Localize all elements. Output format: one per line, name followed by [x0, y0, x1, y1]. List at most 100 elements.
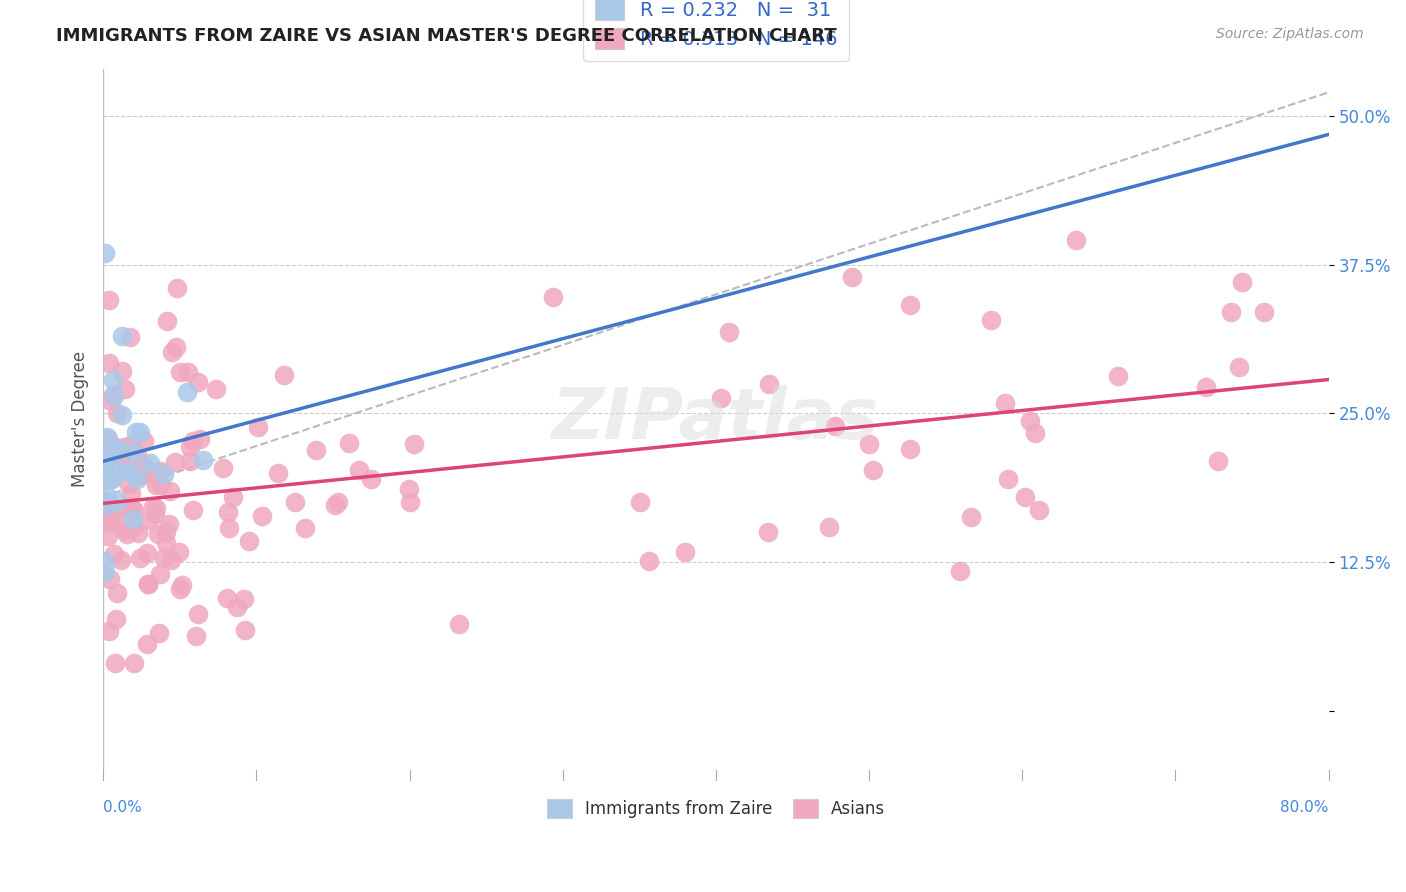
Point: [398, 483, 420, 497]
Point: [96, 512, 118, 526]
Point: [1227, 359, 1250, 374]
Point: [717, 325, 740, 339]
Point: [98, 498, 121, 512]
Point: [114, 501, 136, 516]
Point: [159, 484, 181, 499]
Point: [543, 290, 565, 304]
Point: [758, 376, 780, 391]
Point: [238, 533, 260, 548]
Point: [191, 453, 214, 467]
Point: [127, 526, 149, 541]
Point: [337, 436, 360, 450]
Point: [226, 599, 249, 614]
Point: [135, 637, 157, 651]
Point: [1195, 380, 1218, 394]
Point: [103, 547, 125, 561]
Point: [160, 553, 183, 567]
Point: [100, 472, 122, 486]
Point: [98, 572, 121, 586]
Point: [93, 505, 115, 519]
Point: [115, 527, 138, 541]
Point: [132, 434, 155, 448]
Point: [105, 585, 128, 599]
Point: [638, 554, 661, 568]
Point: [112, 523, 135, 537]
Point: [97, 624, 120, 639]
Point: [139, 456, 162, 470]
Point: [105, 406, 128, 420]
Point: [112, 464, 135, 478]
Y-axis label: Master's Degree: Master's Degree: [72, 351, 89, 487]
Point: [98, 502, 121, 516]
Point: [1230, 276, 1253, 290]
Point: [153, 467, 176, 481]
Point: [93, 554, 115, 568]
Point: [138, 512, 160, 526]
Point: [93, 494, 115, 508]
Point: [149, 566, 172, 581]
Point: [94, 453, 117, 467]
Point: [233, 623, 256, 637]
Point: [101, 374, 124, 388]
Point: [294, 521, 316, 535]
Point: [150, 478, 173, 492]
Point: [447, 616, 470, 631]
Point: [1206, 454, 1229, 468]
Point: [142, 500, 165, 515]
Point: [233, 592, 256, 607]
Point: [122, 503, 145, 517]
Point: [103, 389, 125, 403]
Point: [96, 430, 118, 444]
Point: [104, 612, 127, 626]
Point: [101, 470, 124, 484]
Point: [187, 607, 209, 621]
Text: ZIPatlas: ZIPatlas: [553, 384, 880, 454]
Point: [156, 314, 179, 328]
Point: [217, 591, 239, 606]
Point: [218, 520, 240, 534]
Point: [129, 550, 152, 565]
Point: [141, 467, 163, 482]
Point: [273, 368, 295, 383]
Point: [181, 434, 204, 448]
Point: [136, 577, 159, 591]
Point: [1028, 503, 1050, 517]
Point: [1220, 305, 1243, 319]
Point: [131, 468, 153, 483]
Point: [98, 293, 121, 307]
Point: [898, 442, 921, 457]
Point: [121, 437, 143, 451]
Point: [1107, 369, 1129, 384]
Point: [110, 408, 132, 422]
Point: [166, 280, 188, 294]
Point: [143, 507, 166, 521]
Point: [103, 438, 125, 452]
Point: [132, 458, 155, 473]
Point: [949, 564, 972, 578]
Point: [222, 490, 245, 504]
Point: [135, 546, 157, 560]
Point: [858, 437, 880, 451]
Point: [155, 536, 177, 550]
Point: [118, 476, 141, 491]
Point: [980, 312, 1002, 326]
Point: [118, 330, 141, 344]
Point: [305, 443, 328, 458]
Point: [112, 440, 135, 454]
Point: [125, 447, 148, 461]
Point: [898, 298, 921, 312]
Point: [125, 425, 148, 439]
Text: 80.0%: 80.0%: [1281, 800, 1329, 814]
Point: [960, 509, 983, 524]
Point: [136, 576, 159, 591]
Point: [252, 509, 274, 524]
Point: [98, 472, 121, 486]
Point: [97, 433, 120, 447]
Point: [247, 420, 270, 434]
Point: [129, 457, 152, 471]
Text: 0.0%: 0.0%: [103, 800, 142, 814]
Point: [121, 520, 143, 534]
Point: [98, 392, 121, 407]
Point: [122, 656, 145, 670]
Point: [183, 503, 205, 517]
